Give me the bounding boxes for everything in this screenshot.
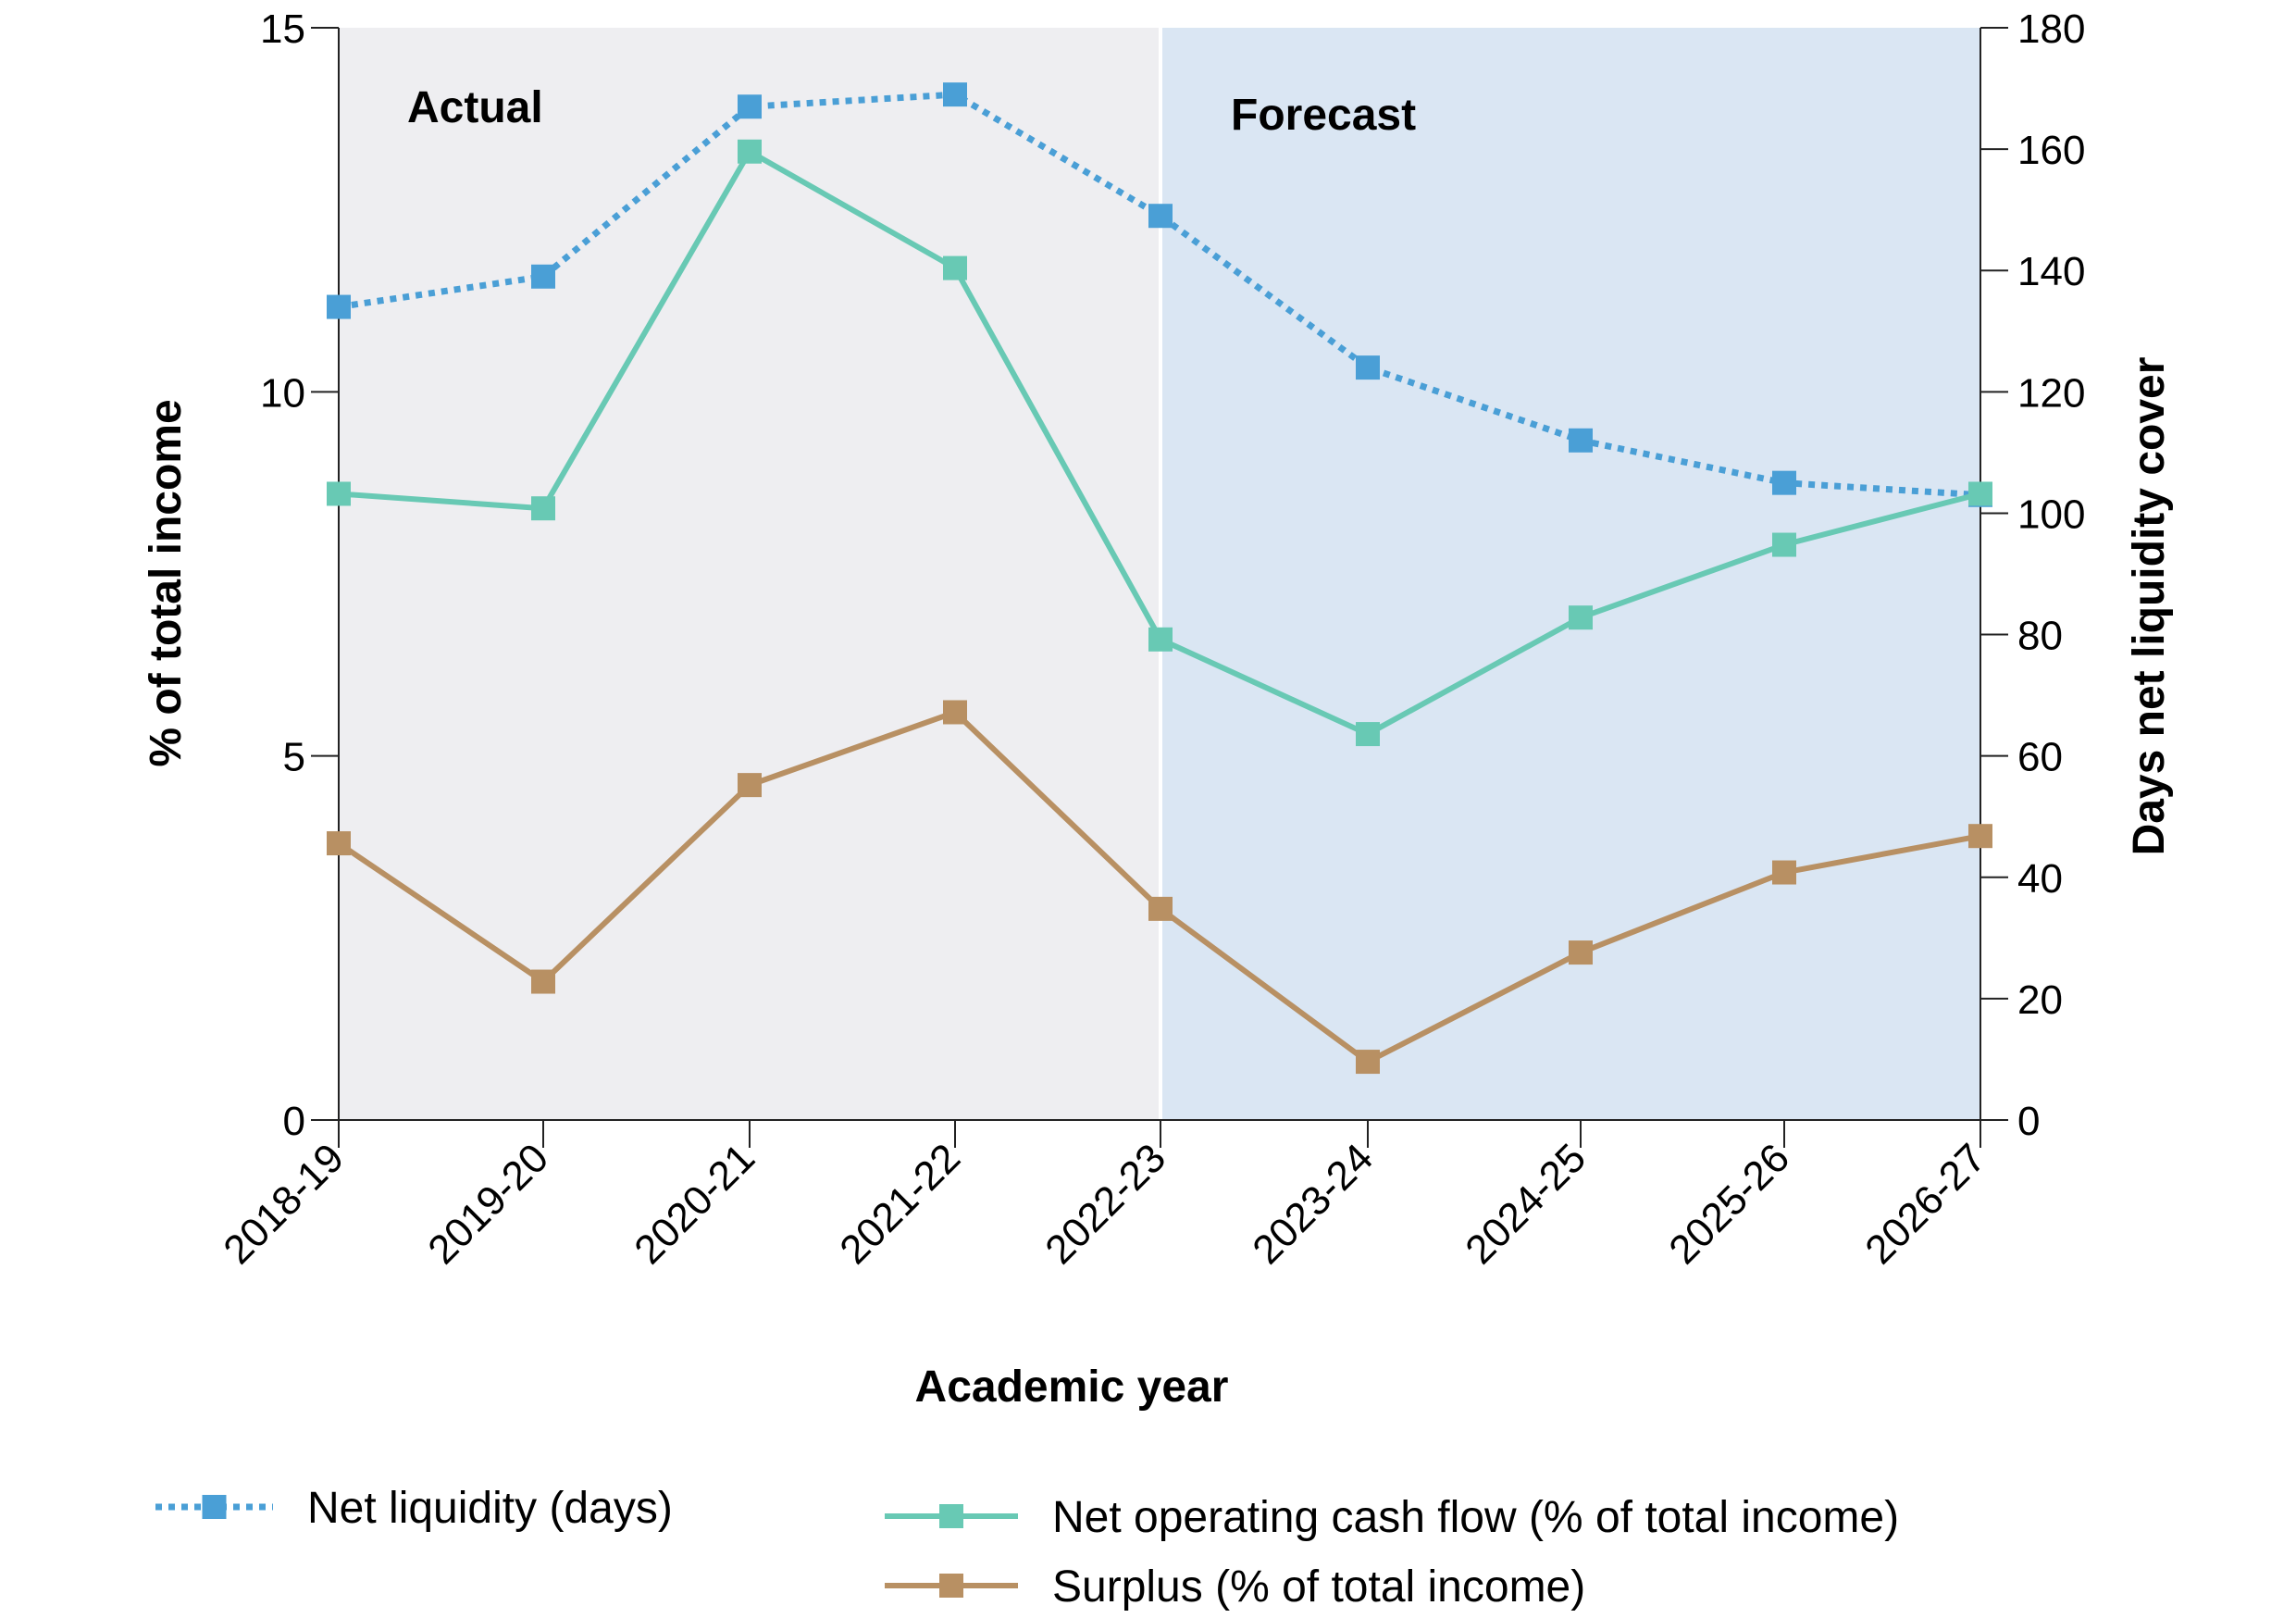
- y-axis-title: % of total income: [142, 399, 191, 766]
- left-tick-label: 5: [283, 735, 305, 780]
- x-tick-label: 2019-20: [419, 1135, 557, 1273]
- x-tick-label: 2022-23: [1036, 1135, 1174, 1273]
- right-tick-label: 80: [2017, 614, 2063, 659]
- series-net-operating-cash-flow-of-total-income: [327, 139, 1992, 747]
- data-point-2018-19: [327, 481, 351, 506]
- x-tick-label: 2026-27: [1856, 1135, 1994, 1273]
- right-tick-label: 20: [2017, 977, 2063, 1023]
- data-point-2024-25: [1569, 605, 1593, 630]
- data-point-2020-21: [738, 94, 762, 119]
- data-point-2022-23: [1148, 204, 1173, 229]
- data-point-2021-22: [943, 700, 967, 725]
- right-tick-label: 160: [2017, 128, 2085, 173]
- data-point-2026-27: [1968, 824, 1992, 849]
- data-point-2023-24: [1356, 1050, 1380, 1075]
- data-point-2026-27: [1968, 481, 1992, 506]
- legend-marker: [939, 1574, 963, 1598]
- data-point-2025-26: [1772, 470, 1796, 495]
- right-tick-label: 40: [2017, 856, 2063, 902]
- background-regions: Actual Forecast: [339, 28, 1980, 1120]
- legend-label: Net operating cash flow (% of total inco…: [1052, 1493, 1899, 1542]
- legend-marker: [939, 1504, 963, 1528]
- data-point-2023-24: [1356, 355, 1380, 380]
- x-tick-label: 2025-26: [1660, 1135, 1798, 1273]
- data-point-2018-19: [327, 294, 351, 319]
- region-label-actual: Actual: [407, 83, 543, 132]
- data-point-2025-26: [1772, 532, 1796, 557]
- legend-marker: [202, 1495, 227, 1519]
- x-tick-label: 2018-19: [215, 1135, 353, 1273]
- data-point-2022-23: [1148, 627, 1173, 652]
- data-point-2019-20: [531, 969, 555, 994]
- right-tick-label: 60: [2017, 735, 2063, 780]
- x-tick-label: 2024-25: [1457, 1135, 1595, 1273]
- region-actual: [339, 28, 1160, 1120]
- right-tick-label: 100: [2017, 492, 2085, 537]
- data-point-2024-25: [1569, 428, 1593, 453]
- right-tick-label: 120: [2017, 370, 2085, 416]
- data-point-2023-24: [1356, 722, 1380, 747]
- data-point-2019-20: [531, 264, 555, 289]
- series-surplus-of-total-income: [327, 700, 1992, 1075]
- right-tick-label: 180: [2017, 6, 2085, 52]
- data-point-2020-21: [738, 773, 762, 798]
- legend: Net liquidity (days) Net operating cash f…: [155, 1484, 1899, 1612]
- series-lines: [327, 82, 1992, 1075]
- left-tick-label: 0: [283, 1099, 305, 1144]
- region-label-forecast: Forecast: [1231, 91, 1416, 140]
- legend-item: Net liquidity (days): [155, 1484, 673, 1533]
- legend-item: Net operating cash flow (% of total inco…: [885, 1493, 1899, 1542]
- x-tick-label: 2023-24: [1244, 1135, 1382, 1273]
- data-point-2022-23: [1148, 896, 1173, 921]
- x-tick-label: 2020-21: [626, 1135, 763, 1273]
- data-point-2020-21: [738, 139, 762, 164]
- right-tick-label: 140: [2017, 249, 2085, 294]
- right-tick-label: 0: [2017, 1099, 2040, 1144]
- data-point-2025-26: [1772, 860, 1796, 885]
- left-tick-label: 10: [260, 370, 305, 416]
- data-point-2021-22: [943, 82, 967, 107]
- legend-item: Surplus (% of total income): [885, 1562, 1585, 1612]
- legend-label: Net liquidity (days): [307, 1484, 673, 1533]
- x-axis-title: Academic year: [915, 1363, 1229, 1412]
- region-forecast: [1160, 28, 1980, 1120]
- data-point-2021-22: [943, 255, 967, 280]
- data-point-2018-19: [327, 831, 351, 856]
- y2-axis-title: Days net liquidity cover: [2125, 357, 2174, 856]
- data-point-2024-25: [1569, 940, 1593, 965]
- data-point-2019-20: [531, 496, 555, 521]
- left-tick-label: 15: [260, 6, 305, 52]
- legend-label: Surplus (% of total income): [1052, 1562, 1585, 1612]
- x-tick-label: 2021-22: [831, 1135, 969, 1273]
